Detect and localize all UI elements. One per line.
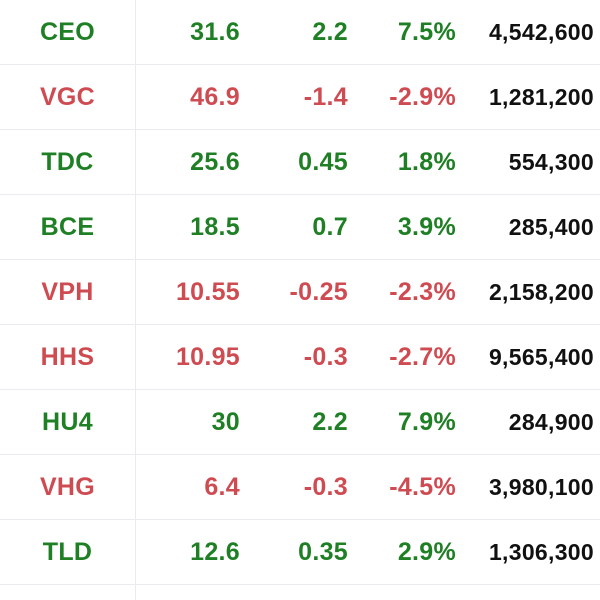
stock-change: -0.3	[303, 342, 348, 371]
table-row[interactable]: VHG 6.4 -0.3 -4.5% 3,980,100	[0, 455, 600, 520]
stock-symbol: BCE	[40, 212, 95, 241]
stock-price: 25.6	[190, 147, 240, 176]
stock-volume: 285,400	[508, 213, 594, 240]
stock-price: 18.5	[190, 212, 240, 241]
table-row[interactable]: BCE 18.5 0.7 3.9% 285,400	[0, 195, 600, 260]
stock-percent-change: -2.9%	[389, 82, 456, 111]
stock-volume: 554,300	[508, 148, 594, 175]
stock-change: 2.2	[312, 17, 348, 46]
stock-percent-change: 1.8%	[397, 147, 456, 176]
stock-percent-change: 7.9%	[397, 407, 456, 436]
stock-change: 0.45	[298, 147, 348, 176]
table-row[interactable]: CEO 31.6 2.2 7.5% 4,542,600	[0, 0, 600, 65]
stock-price: 46.9	[190, 82, 240, 111]
stock-volume: 9,565,400	[488, 343, 594, 370]
stock-change: 0.7	[312, 212, 348, 241]
stock-symbol: TLD	[42, 537, 93, 566]
stock-price: 6.4	[204, 472, 240, 501]
stock-change: -1.4	[303, 82, 348, 111]
stock-percent-change: 7.5%	[397, 17, 456, 46]
stock-symbol: VPH	[41, 277, 94, 306]
stock-percent-change: 2.9%	[397, 537, 456, 566]
stock-percent-change: -2.7%	[389, 342, 456, 371]
table-row[interactable]: TDC 25.6 0.45 1.8% 554,300	[0, 130, 600, 195]
stock-symbol: VHG	[39, 472, 96, 501]
stock-volume: 1,281,200	[488, 83, 594, 110]
stock-price: 31.6	[190, 17, 240, 46]
stock-volume: 2,158,200	[488, 278, 594, 305]
stock-price: 30	[211, 407, 240, 436]
stock-percent-change: -2.3%	[389, 277, 456, 306]
stock-volume: 4,542,600	[488, 18, 594, 45]
stock-symbol: CEO	[39, 17, 96, 46]
stock-volume: 3,980,100	[488, 473, 594, 500]
table-row[interactable]: VGC 46.9 -1.4 -2.9% 1,281,200	[0, 65, 600, 130]
stock-change: -0.3	[303, 472, 348, 501]
stock-symbol: HHS	[40, 342, 95, 371]
column-divider	[135, 0, 136, 600]
table-row[interactable]: HU4 30 2.2 7.9% 284,900	[0, 390, 600, 455]
stock-change: 0.35	[298, 537, 348, 566]
table-row[interactable]: VPH 10.55 -0.25 -2.3% 2,158,200	[0, 260, 600, 325]
table-row[interactable]: HHS 10.95 -0.3 -2.7% 9,565,400	[0, 325, 600, 390]
stock-volume: 284,900	[508, 408, 594, 435]
stock-price: 12.6	[190, 537, 240, 566]
stock-price: 10.55	[175, 277, 240, 306]
stock-volume: 1,306,300	[488, 538, 594, 565]
stock-symbol: TDC	[41, 147, 94, 176]
stock-percent-change: -4.5%	[389, 472, 456, 501]
stock-symbol: HU4	[42, 407, 93, 436]
stock-change: 2.2	[312, 407, 348, 436]
table-row[interactable]: TLD 12.6 0.35 2.9% 1,306,300	[0, 520, 600, 585]
stock-price: 10.95	[175, 342, 240, 371]
stock-symbol: VGC	[39, 82, 96, 111]
stock-change: -0.25	[289, 277, 348, 306]
stock-percent-change: 3.9%	[397, 212, 456, 241]
